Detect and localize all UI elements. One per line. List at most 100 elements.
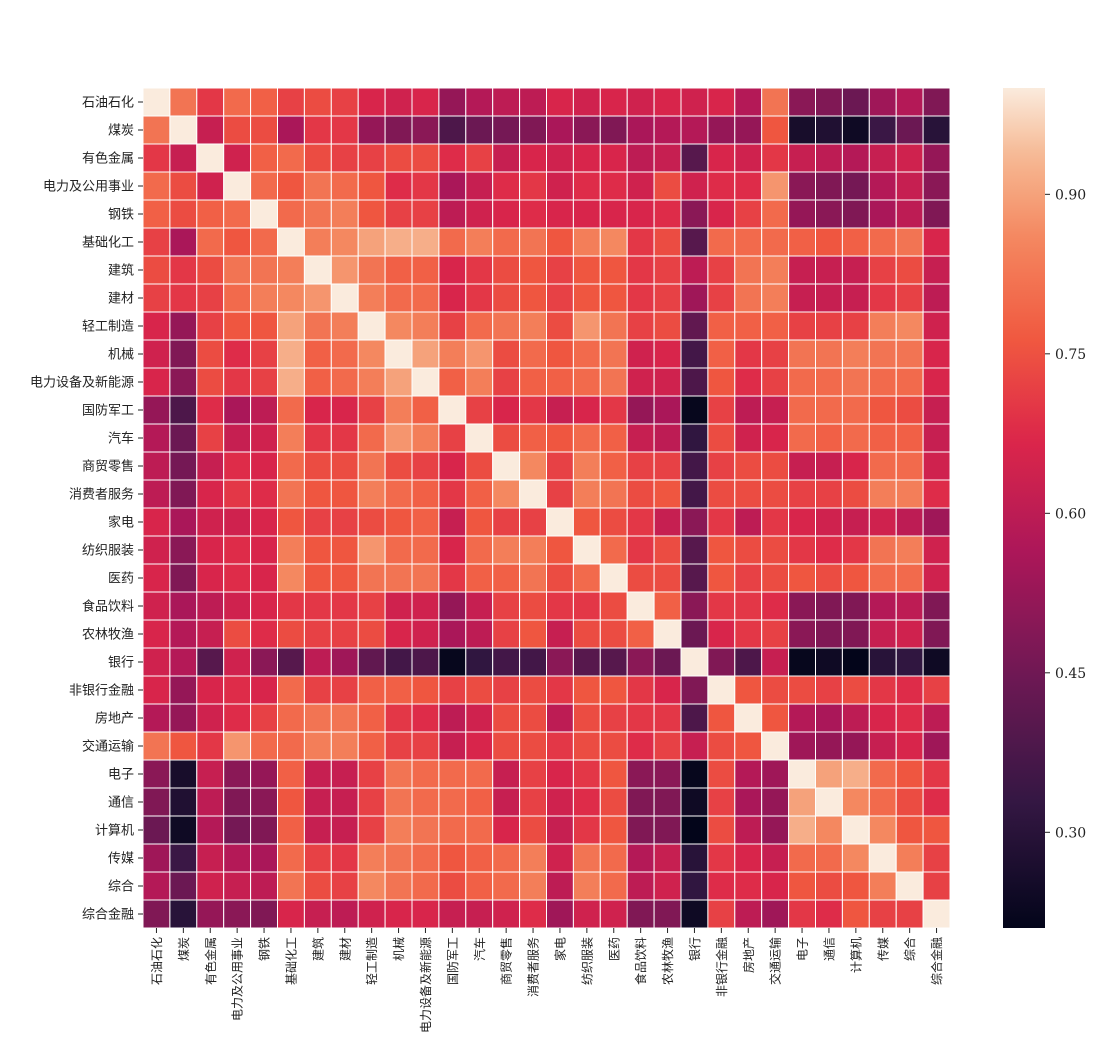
heatmap-cell (895, 815, 924, 845)
heatmap-cell (384, 255, 413, 285)
heatmap-cell (653, 619, 682, 649)
heatmap-cell (465, 479, 494, 509)
heatmap-cell (841, 479, 870, 509)
heatmap-cell (223, 871, 252, 901)
row-label: 建材 (108, 292, 134, 307)
row-label: 国防军工 (82, 403, 134, 419)
heatmap-cell (277, 563, 305, 593)
row-label: 消费者服务 (69, 487, 134, 503)
heatmap-cell (384, 451, 413, 481)
heatmap-cell (411, 535, 440, 565)
heatmap-cell (411, 143, 440, 173)
heatmap-cell (680, 115, 709, 145)
heatmap-cell (169, 395, 198, 425)
heatmap-cell (384, 283, 413, 313)
heatmap-cell (250, 507, 279, 537)
heatmap-cell (815, 703, 843, 733)
heatmap-cell (438, 899, 467, 929)
heatmap-cell (303, 507, 332, 537)
heatmap-cell (330, 227, 359, 257)
heatmap-cell (922, 899, 951, 929)
row-label: 通信 (108, 796, 134, 811)
heatmap-cell (411, 451, 440, 481)
heatmap-cell (761, 563, 790, 593)
heatmap-cell (438, 871, 467, 901)
heatmap-cell (788, 591, 816, 621)
heatmap-cell (788, 451, 816, 481)
heatmap-cell (546, 171, 574, 201)
heatmap-cell (411, 479, 440, 509)
heatmap-cell (223, 451, 252, 481)
heatmap-cell (411, 171, 440, 201)
heatmap-cell (196, 227, 225, 257)
row-label: 房地产 (95, 711, 134, 727)
heatmap-cell (330, 339, 359, 369)
heatmap-cell (277, 479, 305, 509)
heatmap-cell (841, 899, 870, 929)
heatmap-cell (330, 787, 359, 817)
heatmap-cell (223, 675, 252, 705)
heatmap-cell (142, 815, 171, 845)
column-label: 建筑 (310, 937, 325, 961)
heatmap-cell (734, 731, 763, 761)
heatmap-cell (868, 871, 897, 901)
heatmap-cell (223, 199, 252, 229)
heatmap-cell (357, 339, 386, 369)
row-label: 家电 (108, 515, 134, 531)
heatmap-cell (868, 115, 897, 145)
heatmap-cell (465, 423, 494, 453)
heatmap-cell (438, 507, 467, 537)
heatmap-cell (384, 675, 413, 705)
heatmap-cell (357, 871, 386, 901)
heatmap-cell (303, 87, 332, 117)
heatmap-cell (653, 815, 682, 845)
heatmap-cell (492, 731, 521, 761)
heatmap-cell (734, 815, 763, 845)
heatmap-cell (922, 535, 951, 565)
heatmap-cell (895, 619, 924, 649)
heatmap-cell (384, 311, 413, 341)
heatmap-cell (707, 675, 736, 705)
heatmap-cell (250, 675, 279, 705)
heatmap-cell (653, 255, 682, 285)
heatmap-cell (196, 451, 225, 481)
heatmap-cell (250, 367, 279, 397)
heatmap-cell (868, 787, 897, 817)
heatmap-cell (653, 311, 682, 341)
heatmap-cell (519, 731, 547, 761)
heatmap-cell (330, 367, 359, 397)
heatmap-cell (841, 591, 870, 621)
heatmap-cell (303, 563, 332, 593)
heatmap-cell (734, 759, 763, 789)
heatmap-cell (680, 591, 709, 621)
heatmap-cell (250, 619, 279, 649)
heatmap-cell (546, 871, 574, 901)
heatmap-cell (519, 619, 547, 649)
heatmap-cell (411, 731, 440, 761)
heatmap-cell (815, 871, 843, 901)
heatmap-cell (411, 507, 440, 537)
heatmap-cell (196, 619, 225, 649)
heatmap-cell (519, 283, 547, 313)
heatmap-cell (680, 759, 709, 789)
heatmap-cell (922, 143, 951, 173)
heatmap-cell (196, 731, 225, 761)
heatmap-cell (142, 367, 171, 397)
heatmap-cell (626, 787, 655, 817)
heatmap-cell (895, 87, 924, 117)
heatmap-cell (357, 507, 386, 537)
heatmap-cell (357, 647, 386, 677)
heatmap-cell (169, 87, 198, 117)
heatmap-cell (788, 647, 816, 677)
heatmap-cell (411, 899, 440, 929)
heatmap-cell (761, 87, 790, 117)
heatmap-cell (922, 871, 951, 901)
heatmap-cell (922, 479, 951, 509)
heatmap-cell (223, 339, 252, 369)
heatmap-cell (653, 87, 682, 117)
heatmap-cell (815, 199, 843, 229)
heatmap-cell (196, 703, 225, 733)
heatmap-cell (841, 703, 870, 733)
heatmap-cell (330, 199, 359, 229)
heatmap-cell (384, 227, 413, 257)
